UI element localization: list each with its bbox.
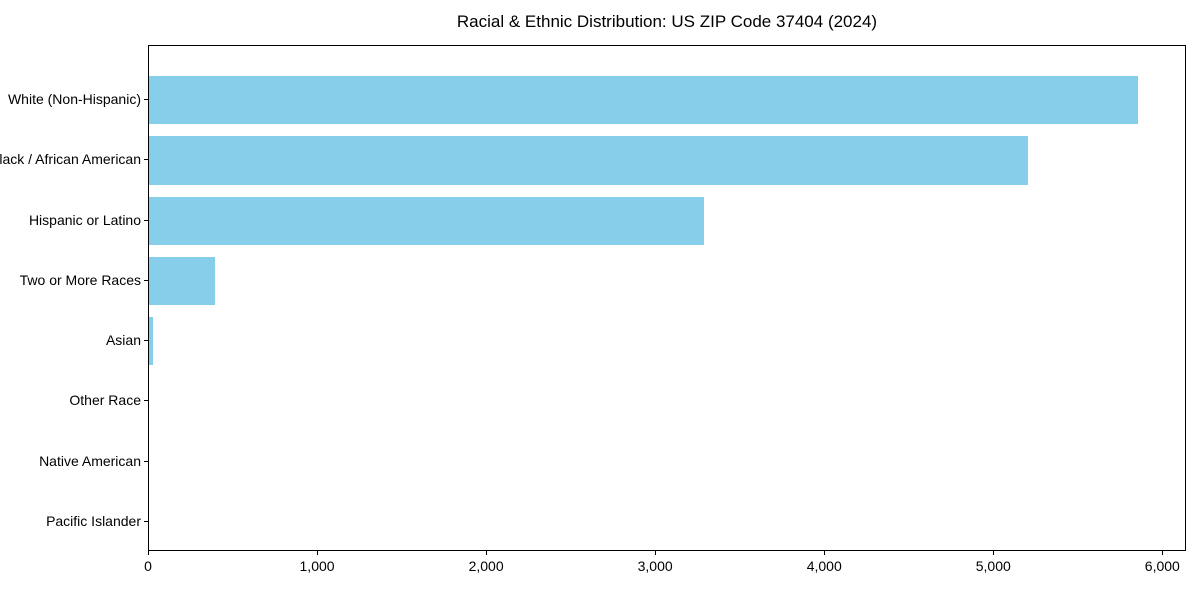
x-tick-mark [148,551,149,555]
x-tick-mark [824,551,826,555]
y-tick-mark [144,520,148,522]
x-tick-label-3000: 3,000 [637,558,673,574]
x-tick-mark [1162,551,1164,555]
y-tick-label-two-or-more-races: Two or More Races [19,271,141,288]
x-tick-label-2000: 2,000 [468,558,504,574]
y-tick-label-asian: Asian [105,332,141,349]
bar-white-non-hispanic [149,76,1138,125]
plot-area [148,45,1186,551]
y-tick-mark [144,460,148,462]
bar-two-or-more-races [149,256,215,306]
bar-black-african-american [149,136,1029,185]
y-tick-mark [144,400,148,402]
x-tick-mark [655,551,657,555]
chart-title: Racial & Ethnic Distribution: US ZIP Cod… [456,12,878,31]
x-tick-mark [486,551,488,555]
x-tick-label-5000: 5,000 [975,558,1011,574]
x-tick-label-4000: 4,000 [806,558,842,574]
bar-hispanic-or-latino [149,196,704,245]
y-tick-label-black-african-american: Black / African American [0,151,141,168]
y-tick-label-native-american: Native American [39,452,141,469]
x-tick-label-0: 0 [144,558,152,574]
y-tick-mark [144,340,148,342]
y-tick-mark [144,99,148,101]
bar-asian [149,317,154,366]
x-tick-mark [993,551,995,555]
y-tick-label-white-non-hispanic: White (Non-Hispanic) [7,91,141,108]
x-tick-label-1000: 1,000 [299,558,335,574]
x-tick-label-6000: 6,000 [1144,558,1180,574]
y-tick-label-pacific-islander: Pacific Islander [46,512,141,529]
y-tick-mark [144,219,148,221]
x-tick-mark [317,551,319,555]
y-tick-mark [144,159,148,161]
y-tick-mark [144,279,148,281]
y-tick-label-other-race: Other Race [69,392,141,409]
y-tick-label-hispanic-or-latino: Hispanic or Latino [28,211,141,228]
